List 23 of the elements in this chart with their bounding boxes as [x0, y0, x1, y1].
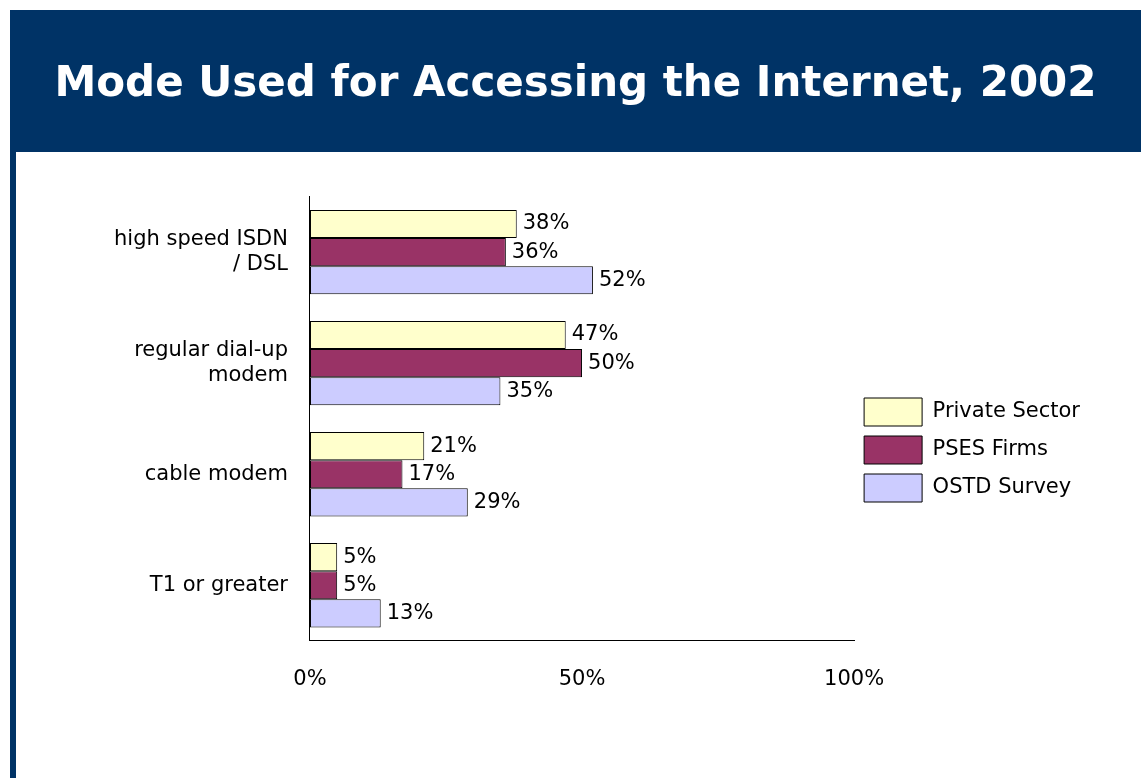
- data-label: 50%: [588, 349, 635, 374]
- data-label: 38%: [522, 210, 570, 235]
- data-label: 5%: [343, 571, 377, 596]
- data-label: 13%: [386, 599, 434, 624]
- y-tick-label: T1 or greater: [148, 571, 289, 596]
- legend-label: Private Sector: [932, 398, 1081, 423]
- y-tick-label: cable modem: [144, 460, 288, 485]
- data-label: 17%: [408, 460, 456, 485]
- data-label: 52%: [598, 266, 646, 291]
- data-label: 36%: [511, 238, 559, 263]
- x-tick-label: 100%: [824, 665, 885, 690]
- x-tick-label: 0%: [293, 665, 327, 690]
- legend-label: OSTD Survey: [932, 474, 1072, 499]
- y-tick-label: high speed ISDN / DSL: [113, 225, 289, 276]
- data-label: 21%: [430, 432, 477, 457]
- data-label: 5%: [343, 543, 377, 568]
- data-label: 29%: [473, 488, 521, 513]
- chart-title: Mode Used for Accessing the Internet, 2002: [10, 10, 1141, 152]
- legend-label: PSES Firms: [932, 436, 1048, 461]
- y-tick-label: regular dial-up modem: [134, 337, 288, 387]
- data-label: 47%: [571, 321, 619, 346]
- data-label: 35%: [506, 377, 554, 402]
- x-tick-label: 50%: [558, 665, 606, 690]
